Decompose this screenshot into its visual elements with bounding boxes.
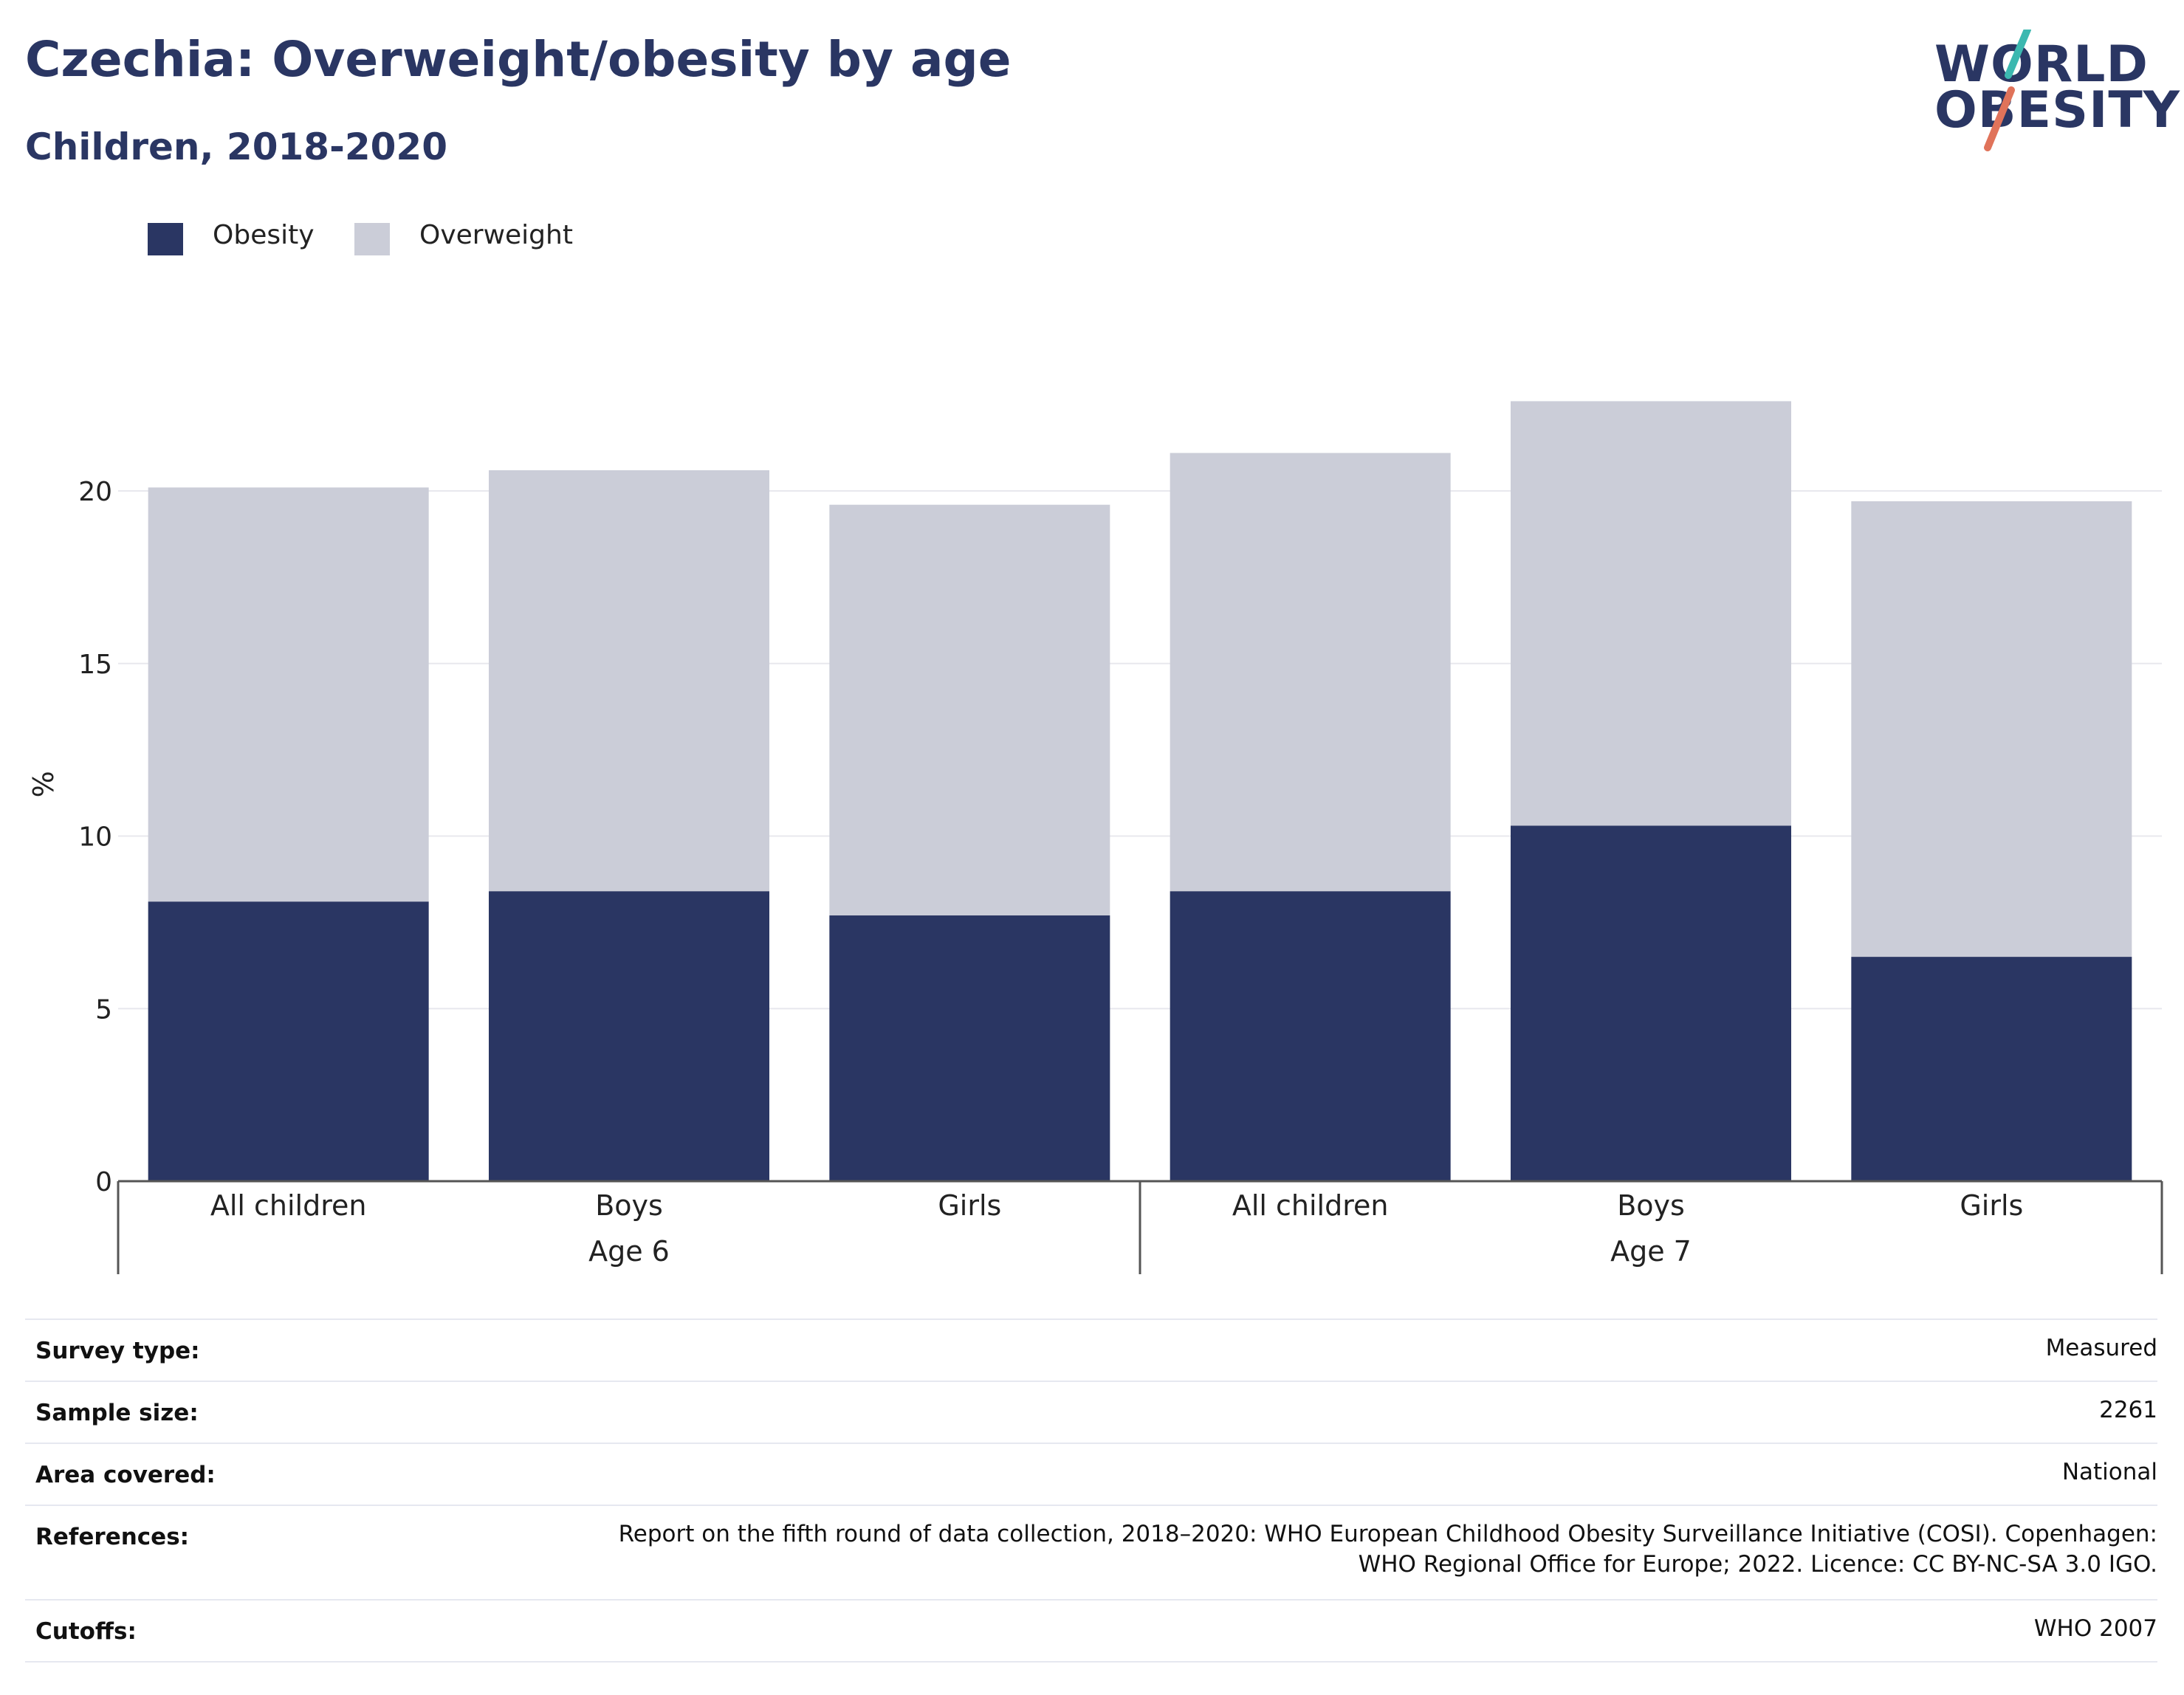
bar-overweight [1511,401,1791,826]
chart-subtitle: Children, 2018-2020 [25,126,447,168]
x-tick-label: All children [210,1189,367,1222]
bar-obesity [1851,957,2132,1181]
chart-title: Czechia: Overweight/obesity by age [25,31,1012,88]
info-value: National [2062,1457,2157,1488]
info-value: WHO 2007 [2034,1614,2157,1644]
y-tick-label: 15 [78,650,112,680]
bar-chart: 0 5 10 15 20% All children Boys Girls All childr… [27,401,2163,1274]
bar-obesity [1511,825,1791,1181]
info-key: Sample size: [35,1400,199,1426]
bar-overweight [1851,501,2132,957]
x-tick-label: All children [1232,1189,1389,1222]
bar-obesity [1170,891,1451,1181]
legend-label-overweight: Overweight [419,220,573,250]
y-tick-label: 10 [78,822,112,853]
survey-info-table: Survey type: Measured Sample size: 2261 Area… [25,1318,2157,1663]
bar-overweight [829,504,1110,916]
info-value-line: WHO Regional Office for Europe; 2022. Li… [1358,1551,2157,1578]
info-row: References: Report on the fifth round of … [25,1505,2157,1599]
x-tick-label: Girls [1960,1189,2023,1222]
bar-obesity [489,891,769,1181]
y-tick-label: 0 [95,1167,112,1197]
world-obesity-logo: WORLD OBESITY [1920,30,2180,155]
info-value: 2261 [2099,1395,2157,1426]
info-row: Sample size: 2261 [25,1381,2157,1443]
bar-overweight [148,487,429,902]
group-label: Age 6 [588,1235,670,1268]
bar-obesity [148,901,429,1181]
bar-obesity [829,915,1110,1181]
legend-swatch-overweight [354,223,390,255]
legend-label-obesity: Obesity [213,220,315,250]
info-value: Report on the fifth round of data collec… [619,1519,2157,1580]
y-axis-label: % [27,771,60,797]
info-value-line: Measured [2045,1335,2157,1361]
y-tick-label: 5 [95,994,112,1025]
x-tick-label: Girls [938,1189,1001,1222]
info-row: Area covered: National [25,1443,2157,1505]
info-key: References: [35,1524,190,1550]
bar-overweight [489,470,769,892]
info-key: Survey type: [35,1338,200,1364]
logo-line2: OBESITY [1934,81,2180,140]
info-value-line: National [2061,1459,2157,1485]
info-value-line: Report on the fifth round of data collec… [618,1521,2157,1547]
info-key: Cutoffs: [35,1618,137,1645]
info-value: Measured [2046,1333,2157,1364]
logo-line1: WORLD [1934,35,2149,94]
info-key: Area covered: [35,1462,216,1488]
info-row: Survey type: Measured [25,1318,2157,1381]
legend-swatch-obesity [148,223,183,255]
x-tick-label: Boys [595,1189,663,1222]
info-row: Cutoffs: WHO 2007 [25,1599,2157,1663]
info-value-line: 2261 [2099,1397,2157,1423]
logo-slash-icon [1984,30,2031,151]
y-tick-label: 20 [78,477,112,507]
x-tick-label: Boys [1617,1189,1685,1222]
info-value-line: WHO 2007 [2033,1615,2157,1642]
bar-overweight [1170,453,1451,892]
group-label: Age 7 [1610,1235,1692,1268]
